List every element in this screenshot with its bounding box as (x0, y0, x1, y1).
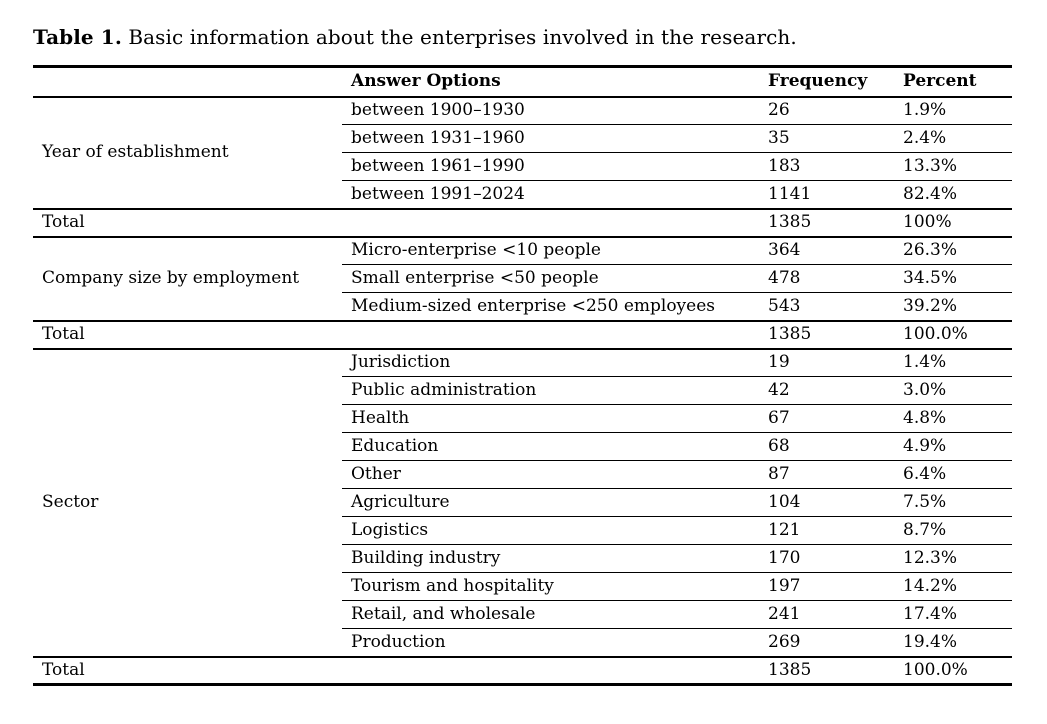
table-row: Sector Jurisdiction 19 1.4% (33, 348, 1012, 512)
cell-option: Health (342, 404, 759, 433)
header-cell-answer-options: Answer Options (342, 65, 759, 98)
table-row: between 1931–1960 35 2.4% (33, 124, 1012, 153)
table-row: Production 269 19.4% (33, 629, 1012, 657)
cell-option: between 1931–1960 (342, 124, 759, 153)
total-row-year-of-establishment: Total 1385 100% (33, 207, 1012, 238)
cell-percent: 4.9% (894, 432, 1012, 461)
table-row: Medium-sized enterprise <250 employees 5… (33, 293, 1012, 321)
total-percent: 100.0% (894, 319, 1012, 350)
cell-frequency: 121 (759, 516, 894, 545)
category-cell-sector: Sector (42, 492, 99, 513)
table-row: Retail, and wholesale 241 17.4% (33, 600, 1012, 629)
total-label: Total (33, 207, 759, 238)
cell-frequency: 87 (759, 460, 894, 489)
table-header-row: Answer Options Frequency Percent (33, 65, 1012, 98)
cell-frequency: 19 (759, 348, 894, 377)
cell-option: between 1991–2024 (351, 183, 525, 204)
cell-frequency: 170 (759, 544, 894, 573)
cell-option: Retail, and wholesale (342, 600, 759, 629)
cell-frequency: 26 (759, 96, 894, 125)
cell-frequency: 35 (759, 124, 894, 153)
cell-option: Logistics (342, 516, 759, 545)
header-cell-category (33, 65, 342, 98)
cell-option: Medium-sized enterprise <250 employees (351, 295, 716, 316)
table-row: Tourism and hospitality 197 14.2% (33, 572, 1012, 601)
cell-percent: 82.4% (903, 183, 958, 204)
table-row: Agriculture 104 7.5% (33, 488, 1012, 517)
table-row: Logistics 121 8.7% (33, 516, 1012, 545)
cell-percent: 39.2% (903, 295, 958, 316)
cell-frequency: 1141 (768, 183, 812, 204)
cell-frequency: 478 (759, 264, 894, 293)
cell-option: Building industry (342, 544, 759, 573)
table-caption-text: Basic information about the enterprises … (128, 25, 797, 49)
total-label: Total (33, 655, 759, 686)
cell-percent: 4.8% (894, 404, 1012, 433)
cell-option: Micro-enterprise <10 people (342, 236, 759, 265)
cell-frequency: 269 (768, 631, 801, 652)
cell-frequency: 42 (759, 376, 894, 405)
cell-percent: 13.3% (894, 152, 1012, 181)
total-row-sector: Total 1385 100.0% (33, 655, 1012, 686)
cell-percent: 6.4% (894, 460, 1012, 489)
cell-frequency: 364 (759, 236, 894, 265)
cell-option: Other (342, 460, 759, 489)
total-frequency: 1385 (759, 655, 894, 686)
cell-option: Agriculture (342, 488, 759, 517)
cell-option: Education (342, 432, 759, 461)
cell-option: Production (351, 631, 446, 652)
cell-option: Tourism and hospitality (342, 572, 759, 601)
table-row: Education 68 4.9% (33, 432, 1012, 461)
cell-percent: 26.3% (894, 236, 1012, 265)
cell-frequency: 68 (759, 432, 894, 461)
cell-option: Public administration (342, 376, 759, 405)
cell-option: between 1900–1930 (342, 96, 759, 125)
total-label: Total (33, 319, 759, 350)
cell-frequency: 183 (759, 152, 894, 181)
cell-percent: 12.3% (894, 544, 1012, 573)
total-frequency: 1385 (759, 207, 894, 238)
cell-percent: 7.5% (894, 488, 1012, 517)
header-cell-percent: Percent (894, 65, 1012, 98)
category-cell-company-size: Company size by employment (42, 268, 300, 289)
table-row: between 1961–1990 183 13.3% (33, 152, 1012, 181)
cell-percent: 1.9% (894, 96, 1012, 125)
cell-percent: 8.7% (894, 516, 1012, 545)
table-row: Other 87 6.4% (33, 460, 1012, 489)
table-row: Public administration 42 3.0% (33, 376, 1012, 405)
cell-percent: 17.4% (894, 600, 1012, 629)
cell-frequency: 197 (759, 572, 894, 601)
cell-option: between 1961–1990 (342, 152, 759, 181)
total-percent: 100.0% (894, 655, 1012, 686)
cell-frequency: 241 (759, 600, 894, 629)
cell-percent: 1.4% (894, 348, 1012, 377)
table-row: Small enterprise <50 people 478 34.5% (33, 264, 1012, 293)
table-caption-label: Table 1. (33, 25, 122, 49)
table-row: Building industry 170 12.3% (33, 544, 1012, 573)
cell-percent: 19.4% (903, 631, 958, 652)
header-cell-frequency: Frequency (759, 65, 894, 98)
cell-frequency: 67 (759, 404, 894, 433)
cell-option: Jurisdiction (342, 348, 759, 377)
total-frequency: 1385 (759, 319, 894, 350)
cell-percent: 34.5% (894, 264, 1012, 293)
category-cell-year-of-establishment: Year of establishment (42, 142, 229, 163)
table-row: Year of establishment between 1900–1930 … (33, 96, 1012, 162)
cell-percent: 14.2% (894, 572, 1012, 601)
table-row: between 1991–2024 1141 82.4% (33, 181, 1012, 209)
total-percent: 100% (894, 207, 1012, 238)
table-caption: Table 1. Basic information about the ent… (33, 24, 1014, 50)
enterprise-info-table: Answer Options Frequency Percent Year of… (33, 65, 1012, 686)
table-row: Health 67 4.8% (33, 404, 1012, 433)
cell-percent: 2.4% (894, 124, 1012, 153)
table-row: Company size by employment Micro-enterpr… (33, 236, 1012, 288)
cell-option: Small enterprise <50 people (342, 264, 759, 293)
cell-percent: 3.0% (894, 376, 1012, 405)
cell-frequency: 104 (759, 488, 894, 517)
total-row-company-size: Total 1385 100.0% (33, 319, 1012, 350)
cell-frequency: 543 (768, 295, 801, 316)
